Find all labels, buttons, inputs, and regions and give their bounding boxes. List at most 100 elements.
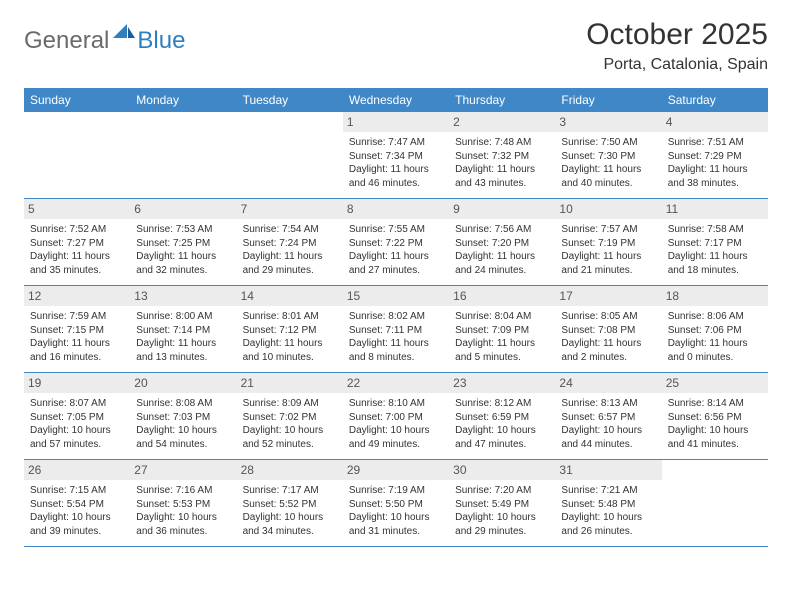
calendar-cell: 1 Sunrise: 7:47 AMSunset: 7:34 PMDaylight…	[343, 112, 449, 198]
calendar-week: 19 Sunrise: 8:07 AMSunset: 7:05 PMDayligh…	[24, 373, 768, 460]
calendar-body: 1 Sunrise: 7:47 AMSunset: 7:34 PMDaylight…	[24, 112, 768, 547]
day-info: Sunrise: 7:58 AMSunset: 7:17 PMDaylight:…	[668, 223, 762, 277]
calendar-cell: 29 Sunrise: 7:19 AMSunset: 5:50 PMDayligh…	[343, 460, 449, 546]
calendar-cell: 24 Sunrise: 8:13 AMSunset: 6:57 PMDayligh…	[555, 373, 661, 459]
day-info: Sunrise: 8:02 AMSunset: 7:11 PMDaylight:…	[349, 310, 443, 364]
calendar-cell: 19 Sunrise: 8:07 AMSunset: 7:05 PMDayligh…	[24, 373, 130, 459]
calendar-cell: 20Sunrise: 8:08 AMSunset: 7:03 PMDayligh…	[130, 373, 236, 459]
day-number: 14	[237, 286, 343, 306]
calendar-week: 26 Sunrise: 7:15 AMSunset: 5:54 PMDayligh…	[24, 460, 768, 547]
day-number: 27	[130, 460, 236, 480]
title-block: October 2025 Porta, Catalonia, Spain	[586, 18, 768, 74]
calendar-cell: 4 Sunrise: 7:51 AMSunset: 7:29 PMDaylight…	[662, 112, 768, 198]
day-info: Sunrise: 8:05 AMSunset: 7:08 PMDaylight:…	[561, 310, 655, 364]
day-info: Sunrise: 7:53 AMSunset: 7:25 PMDaylight:…	[136, 223, 230, 277]
calendar-cell	[237, 112, 343, 198]
day-number: 6	[130, 199, 236, 219]
day-number: 11	[662, 199, 768, 219]
day-number: 28	[237, 460, 343, 480]
calendar-cell: 2 Sunrise: 7:48 AMSunset: 7:32 PMDaylight…	[449, 112, 555, 198]
calendar-week: 1 Sunrise: 7:47 AMSunset: 7:34 PMDaylight…	[24, 112, 768, 199]
day-number: 10	[555, 199, 661, 219]
day-number: 30	[449, 460, 555, 480]
day-info: Sunrise: 7:16 AMSunset: 5:53 PMDaylight:…	[136, 484, 230, 538]
day-number: 7	[237, 199, 343, 219]
day-info: Sunrise: 8:08 AMSunset: 7:03 PMDaylight:…	[136, 397, 230, 451]
day-info: Sunrise: 7:48 AMSunset: 7:32 PMDaylight:…	[455, 136, 549, 190]
day-info: Sunrise: 7:19 AMSunset: 5:50 PMDaylight:…	[349, 484, 443, 538]
calendar-cell: 10Sunrise: 7:57 AMSunset: 7:19 PMDayligh…	[555, 199, 661, 285]
logo-text-blue: Blue	[137, 27, 185, 55]
day-info: Sunrise: 7:50 AMSunset: 7:30 PMDaylight:…	[561, 136, 655, 190]
day-info: Sunrise: 7:21 AMSunset: 5:48 PMDaylight:…	[561, 484, 655, 538]
day-info: Sunrise: 8:07 AMSunset: 7:05 PMDaylight:…	[30, 397, 124, 451]
calendar-cell: 28 Sunrise: 7:17 AMSunset: 5:52 PMDayligh…	[237, 460, 343, 546]
calendar-cell: 8Sunrise: 7:55 AMSunset: 7:22 PMDaylight…	[343, 199, 449, 285]
calendar-cell	[662, 460, 768, 546]
day-number: 24	[555, 373, 661, 393]
day-number: 9	[449, 199, 555, 219]
day-info: Sunrise: 8:04 AMSunset: 7:09 PMDaylight:…	[455, 310, 549, 364]
calendar-cell: 17 Sunrise: 8:05 AMSunset: 7:08 PMDayligh…	[555, 286, 661, 372]
logo: General Blue	[24, 24, 185, 57]
day-info: Sunrise: 7:54 AMSunset: 7:24 PMDaylight:…	[243, 223, 337, 277]
day-number: 2	[449, 112, 555, 132]
dayname: Friday	[555, 88, 661, 112]
logo-text-general: General	[24, 27, 109, 55]
day-number: 19	[24, 373, 130, 393]
day-number: 31	[555, 460, 661, 480]
day-info: Sunrise: 8:12 AMSunset: 6:59 PMDaylight:…	[455, 397, 549, 451]
day-info: Sunrise: 8:13 AMSunset: 6:57 PMDaylight:…	[561, 397, 655, 451]
day-number: 17	[555, 286, 661, 306]
calendar-cell: 12 Sunrise: 7:59 AMSunset: 7:15 PMDayligh…	[24, 286, 130, 372]
day-number: 22	[343, 373, 449, 393]
calendar-cell: 9Sunrise: 7:56 AMSunset: 7:20 PMDaylight…	[449, 199, 555, 285]
day-number: 21	[237, 373, 343, 393]
header: General Blue October 2025 Porta, Catalon…	[24, 18, 768, 74]
day-info: Sunrise: 8:00 AMSunset: 7:14 PMDaylight:…	[136, 310, 230, 364]
calendar-cell: 25Sunrise: 8:14 AMSunset: 6:56 PMDayligh…	[662, 373, 768, 459]
day-info: Sunrise: 7:59 AMSunset: 7:15 PMDaylight:…	[30, 310, 124, 364]
day-number: 1	[343, 112, 449, 132]
calendar-cell: 11 Sunrise: 7:58 AMSunset: 7:17 PMDayligh…	[662, 199, 768, 285]
day-number: 8	[343, 199, 449, 219]
day-info: Sunrise: 8:09 AMSunset: 7:02 PMDaylight:…	[243, 397, 337, 451]
calendar-cell: 6 Sunrise: 7:53 AMSunset: 7:25 PMDaylight…	[130, 199, 236, 285]
day-info: Sunrise: 8:10 AMSunset: 7:00 PMDaylight:…	[349, 397, 443, 451]
calendar-cell: 18Sunrise: 8:06 AMSunset: 7:06 PMDayligh…	[662, 286, 768, 372]
calendar-cell: 27 Sunrise: 7:16 AMSunset: 5:53 PMDayligh…	[130, 460, 236, 546]
day-info: Sunrise: 7:47 AMSunset: 7:34 PMDaylight:…	[349, 136, 443, 190]
day-number: 29	[343, 460, 449, 480]
day-info: Sunrise: 7:17 AMSunset: 5:52 PMDaylight:…	[243, 484, 337, 538]
calendar-cell: 31 Sunrise: 7:21 AMSunset: 5:48 PMDayligh…	[555, 460, 661, 546]
day-number: 15	[343, 286, 449, 306]
day-info: Sunrise: 7:51 AMSunset: 7:29 PMDaylight:…	[668, 136, 762, 190]
calendar-cell: 21 Sunrise: 8:09 AMSunset: 7:02 PMDayligh…	[237, 373, 343, 459]
day-number: 12	[24, 286, 130, 306]
calendar-cell: 16 Sunrise: 8:04 AMSunset: 7:09 PMDayligh…	[449, 286, 555, 372]
day-number: 3	[555, 112, 661, 132]
calendar-cell: 14 Sunrise: 8:01 AMSunset: 7:12 PMDayligh…	[237, 286, 343, 372]
day-number: 26	[24, 460, 130, 480]
dayname: Wednesday	[343, 88, 449, 112]
day-number: 16	[449, 286, 555, 306]
dayname: Sunday	[24, 88, 130, 112]
calendar-cell: 3 Sunrise: 7:50 AMSunset: 7:30 PMDaylight…	[555, 112, 661, 198]
location: Porta, Catalonia, Spain	[586, 56, 768, 74]
dayname: Saturday	[662, 88, 768, 112]
month-title: October 2025	[586, 18, 768, 52]
day-info: Sunrise: 7:15 AMSunset: 5:54 PMDaylight:…	[30, 484, 124, 538]
calendar-cell: 13 Sunrise: 8:00 AMSunset: 7:14 PMDayligh…	[130, 286, 236, 372]
day-number: 13	[130, 286, 236, 306]
day-number: 23	[449, 373, 555, 393]
day-info: Sunrise: 7:52 AMSunset: 7:27 PMDaylight:…	[30, 223, 124, 277]
daynames-row: SundayMondayTuesdayWednesdayThursdayFrid…	[24, 88, 768, 112]
day-info: Sunrise: 8:01 AMSunset: 7:12 PMDaylight:…	[243, 310, 337, 364]
calendar-cell	[130, 112, 236, 198]
logo-sail-icon	[113, 24, 135, 47]
dayname: Monday	[130, 88, 236, 112]
calendar-cell: 23 Sunrise: 8:12 AMSunset: 6:59 PMDayligh…	[449, 373, 555, 459]
calendar-cell: 22 Sunrise: 8:10 AMSunset: 7:00 PMDayligh…	[343, 373, 449, 459]
calendar-cell: 30Sunrise: 7:20 AMSunset: 5:49 PMDayligh…	[449, 460, 555, 546]
day-number: 4	[662, 112, 768, 132]
